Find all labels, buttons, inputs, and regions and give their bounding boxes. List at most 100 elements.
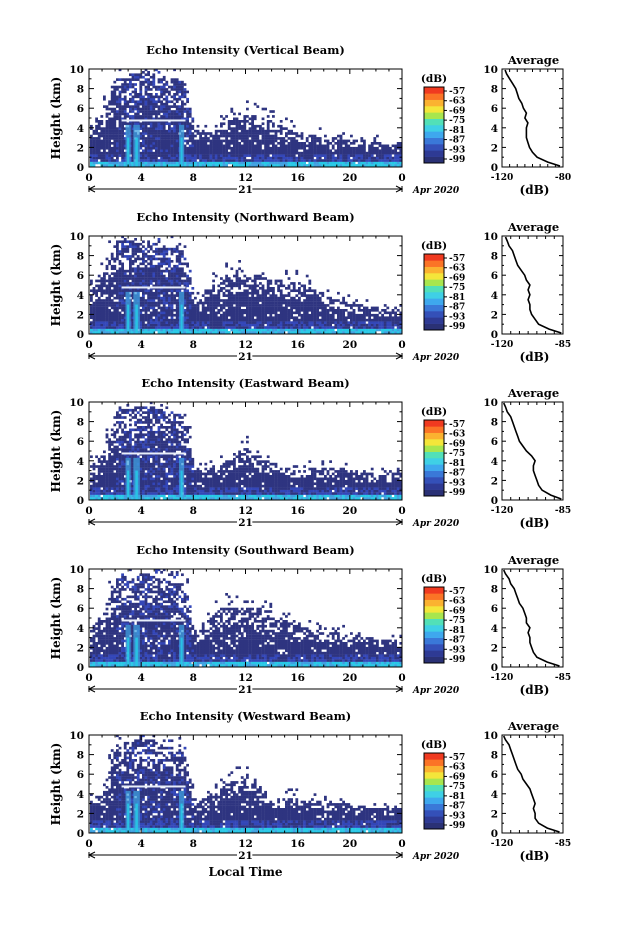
echo-cell xyxy=(152,97,156,101)
echo-cell xyxy=(318,321,322,324)
echo-cell xyxy=(240,269,244,273)
echo-cell xyxy=(92,479,96,483)
echo-cell xyxy=(201,161,205,165)
echo-cell xyxy=(131,323,135,327)
echo-cell xyxy=(253,274,257,278)
echo-cell xyxy=(399,318,403,322)
echo-cell xyxy=(363,306,366,310)
echo-cell xyxy=(108,134,111,138)
echo-cell xyxy=(162,112,166,116)
echo-cell xyxy=(230,291,234,295)
echo-cell xyxy=(251,154,254,157)
echo-cell xyxy=(149,122,153,126)
echo-cell xyxy=(295,323,299,327)
echo-cell xyxy=(149,107,153,111)
echo-cell xyxy=(300,159,304,162)
echo-cell xyxy=(155,326,158,329)
echo-cell xyxy=(97,137,101,140)
echo-cell xyxy=(313,326,317,329)
echo-cell xyxy=(95,465,98,468)
echo-cell xyxy=(162,289,166,293)
echo-cell xyxy=(264,142,267,145)
echo-cell xyxy=(259,142,262,145)
echo-cell xyxy=(160,284,163,288)
echo-cell xyxy=(142,326,145,329)
echo-cell xyxy=(342,316,345,320)
echo-cell xyxy=(295,326,299,329)
echo-cell xyxy=(90,299,93,302)
echo-cell xyxy=(207,161,210,165)
echo-cell xyxy=(173,328,176,332)
echo-cell xyxy=(100,262,104,266)
echo-cell xyxy=(376,142,379,145)
echo-cell xyxy=(108,129,111,133)
echo-cell xyxy=(168,277,171,280)
echo-cell xyxy=(147,93,150,96)
echo-cell xyxy=(152,299,156,302)
echo-cell xyxy=(277,279,280,283)
echo-cell xyxy=(240,132,244,135)
echo-cell xyxy=(204,309,208,312)
echo-cell xyxy=(222,151,226,155)
echo-cell xyxy=(199,142,202,145)
echo-cell xyxy=(342,311,345,315)
echo-cell xyxy=(220,277,223,280)
echo-cell xyxy=(170,284,174,288)
echo-cell xyxy=(168,112,171,116)
echo-cell xyxy=(243,151,247,155)
echo-cell xyxy=(225,132,228,135)
echo-cell xyxy=(290,132,293,135)
echo-cell xyxy=(168,90,171,94)
echo-cell xyxy=(181,282,184,285)
echo-cell xyxy=(313,164,317,167)
echo-cell xyxy=(259,326,262,329)
echo-cell xyxy=(222,306,226,310)
echo-cell xyxy=(149,83,153,86)
echo-cell xyxy=(235,282,239,285)
echo-cell xyxy=(186,291,189,295)
echo-cell xyxy=(191,311,195,315)
echo-cell xyxy=(373,151,377,155)
echo-cell xyxy=(139,289,143,293)
echo-cell xyxy=(334,151,338,155)
echo-cell xyxy=(357,154,361,157)
echo-cell xyxy=(357,331,361,334)
echo-cell xyxy=(321,149,325,153)
echo-cell xyxy=(170,299,174,302)
echo-cell xyxy=(285,272,288,275)
echo-cell xyxy=(105,304,109,307)
echo-cell xyxy=(168,321,171,324)
echo-cell xyxy=(259,296,262,300)
echo-cell xyxy=(157,284,161,288)
echo-cell xyxy=(318,299,322,302)
echo-cell xyxy=(248,318,252,322)
echo-cell xyxy=(147,274,150,278)
echo-cell xyxy=(157,88,161,91)
echo-cell xyxy=(118,107,122,111)
echo-cell xyxy=(227,146,231,150)
echo-cell xyxy=(175,115,179,118)
echo-cell xyxy=(251,146,254,150)
echo-cell xyxy=(194,149,197,153)
echo-cell xyxy=(170,146,174,150)
echo-cell xyxy=(337,154,340,157)
echo-cell xyxy=(147,309,150,312)
echo-cell xyxy=(222,159,226,162)
echo-cell xyxy=(230,120,234,123)
echo-cell xyxy=(136,110,140,113)
echo-cell xyxy=(100,282,104,285)
echo-cell xyxy=(155,296,158,300)
echo-cell xyxy=(295,328,299,332)
echo-cell xyxy=(103,484,106,488)
echo-cell xyxy=(123,144,127,148)
echo-cell xyxy=(168,122,171,126)
echo-cell xyxy=(391,331,395,334)
echo-cell xyxy=(105,287,109,290)
echo-cell xyxy=(321,309,325,312)
echo-cell xyxy=(95,279,98,283)
echo-cell xyxy=(360,304,364,307)
echo-cell xyxy=(178,105,182,108)
echo-cell xyxy=(243,326,247,329)
echo-cell xyxy=(105,433,109,437)
echo-cell xyxy=(282,306,286,310)
